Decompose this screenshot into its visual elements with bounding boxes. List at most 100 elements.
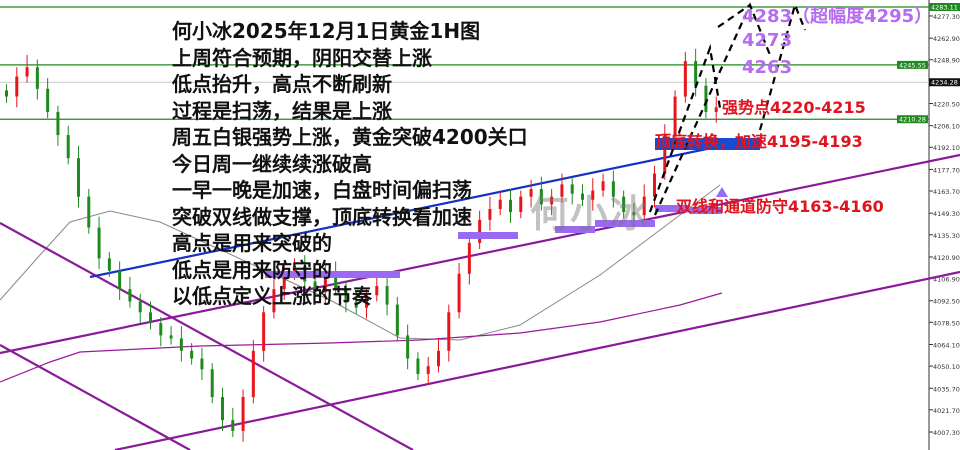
note-line: 突破双线做支撑，顶底转换看加速 — [172, 204, 472, 229]
candle-body — [354, 301, 358, 308]
watermark: 何小冰 — [530, 192, 651, 236]
candle-body — [395, 304, 399, 336]
price-label-box — [929, 3, 960, 11]
y-tick-label: 4206.10 — [933, 123, 960, 131]
candle-body — [5, 90, 8, 97]
price-label: 4245.55 — [899, 61, 926, 69]
y-tick-label: 4220.50 — [933, 100, 960, 108]
projection-dashed-path — [717, 4, 751, 28]
y-tick-label: 4135.30 — [933, 232, 960, 240]
candle-body — [262, 312, 266, 351]
candle-body — [241, 397, 245, 431]
candle-body — [210, 369, 214, 398]
candle-body — [601, 181, 605, 191]
candle-body — [704, 85, 708, 112]
candle-body — [77, 158, 80, 197]
candle-body — [365, 295, 368, 308]
candle-body — [272, 289, 276, 313]
y-tick-label: 4177.70 — [933, 166, 960, 174]
price-label: 4283.11 — [931, 4, 958, 12]
candle-body — [128, 289, 132, 302]
candle-body — [714, 107, 718, 112]
candle-body — [478, 219, 482, 243]
candle-body — [642, 196, 646, 216]
candle-body — [467, 242, 471, 274]
price-label-box — [897, 60, 928, 69]
candle-body — [87, 196, 91, 228]
candle-body — [118, 270, 122, 290]
candle-body — [25, 67, 29, 77]
note-line: 今日周一继续续涨破高 — [172, 151, 372, 176]
candle-body — [560, 184, 564, 197]
candle-body — [313, 281, 317, 293]
y-tick-label: 4007.30 — [933, 429, 960, 437]
candle-body — [447, 312, 451, 351]
candle-body — [539, 189, 543, 205]
candle-body — [56, 111, 60, 136]
y-tick-label: 4035.70 — [933, 385, 960, 393]
strong-point-label: 强势点4220-4215 — [722, 98, 866, 117]
price-label-box — [929, 78, 960, 87]
projection-dashed-path — [648, 43, 722, 213]
moving-average-slow — [0, 292, 723, 383]
candle-body — [673, 96, 677, 136]
note-line: 高点是用来突破的 — [172, 231, 332, 255]
y-tick-label: 4078.50 — [933, 319, 960, 327]
candle-body — [457, 273, 461, 313]
note-line: 一早一晚是加速，白盘时间偏扫荡 — [172, 178, 472, 202]
note-line: 何小冰2025年12月1日黄金1H图 — [172, 19, 481, 43]
flip-accelerate-label: 顶底转换，加速4195-4193 — [655, 132, 863, 151]
support-zone-bar — [595, 220, 655, 227]
y-tick-label: 4248.90 — [933, 57, 960, 65]
note-line: 低点是用来防守的 — [172, 257, 332, 282]
candle-body — [694, 61, 698, 86]
price-label: 4234.28 — [931, 79, 958, 87]
y-tick-label: 4050.10 — [933, 363, 960, 371]
projection-dashed-path — [758, 1, 807, 131]
y-tick-label: 4149.30 — [933, 210, 960, 218]
candle-body — [15, 76, 19, 97]
y-tick-label: 4092.50 — [933, 298, 960, 306]
candle-body — [231, 420, 235, 431]
arrow-up-icon — [716, 187, 728, 197]
price-label: 4210.28 — [899, 116, 926, 124]
candle-body — [159, 323, 163, 336]
candle-body — [519, 196, 523, 213]
candle-body — [653, 173, 656, 197]
candle-body — [550, 196, 554, 205]
candle-body — [107, 258, 111, 271]
candle-body — [406, 335, 410, 359]
candle-body — [426, 366, 430, 374]
note-line: 以低点定义上涨的节奏 — [172, 284, 372, 308]
y-tick-label: 4106.90 — [933, 276, 960, 284]
note-line: 上周符合预期，阴阳交替上涨 — [172, 45, 432, 70]
candle-body — [591, 190, 595, 200]
candle-body — [35, 67, 39, 89]
support-zone-bar — [655, 205, 690, 212]
candle-body — [581, 193, 584, 200]
candle-body — [251, 350, 255, 398]
y-tick-label: 4262.90 — [933, 35, 960, 43]
candle-body — [66, 135, 70, 159]
y-tick-label: 4021.70 — [933, 407, 960, 415]
price-label-box — [897, 115, 928, 124]
candle-body — [529, 189, 533, 197]
candle-body — [169, 335, 173, 339]
support-zone-bar — [690, 207, 722, 214]
support-zone-bar — [265, 271, 400, 278]
y-tick-label: 4163.70 — [933, 188, 960, 196]
y-tick-label: 4064.10 — [933, 341, 960, 349]
analysis-notes: 何小冰2025年12月1日黄金1H图 上周符合预期，阴阳交替上涨 低点抬升，高点… — [172, 18, 528, 310]
support-zone-bar — [555, 226, 595, 233]
candle-body — [179, 338, 183, 351]
target-2-label: 4273 — [742, 30, 793, 51]
candle-body — [149, 312, 152, 324]
candle-body — [385, 286, 389, 305]
candle-body — [190, 350, 194, 359]
candle-body — [344, 289, 348, 302]
candle-body — [611, 181, 615, 197]
note-line: 过程是扫荡，结果是上涨 — [172, 98, 392, 123]
channel-line — [0, 153, 960, 355]
candle-body — [437, 350, 440, 367]
